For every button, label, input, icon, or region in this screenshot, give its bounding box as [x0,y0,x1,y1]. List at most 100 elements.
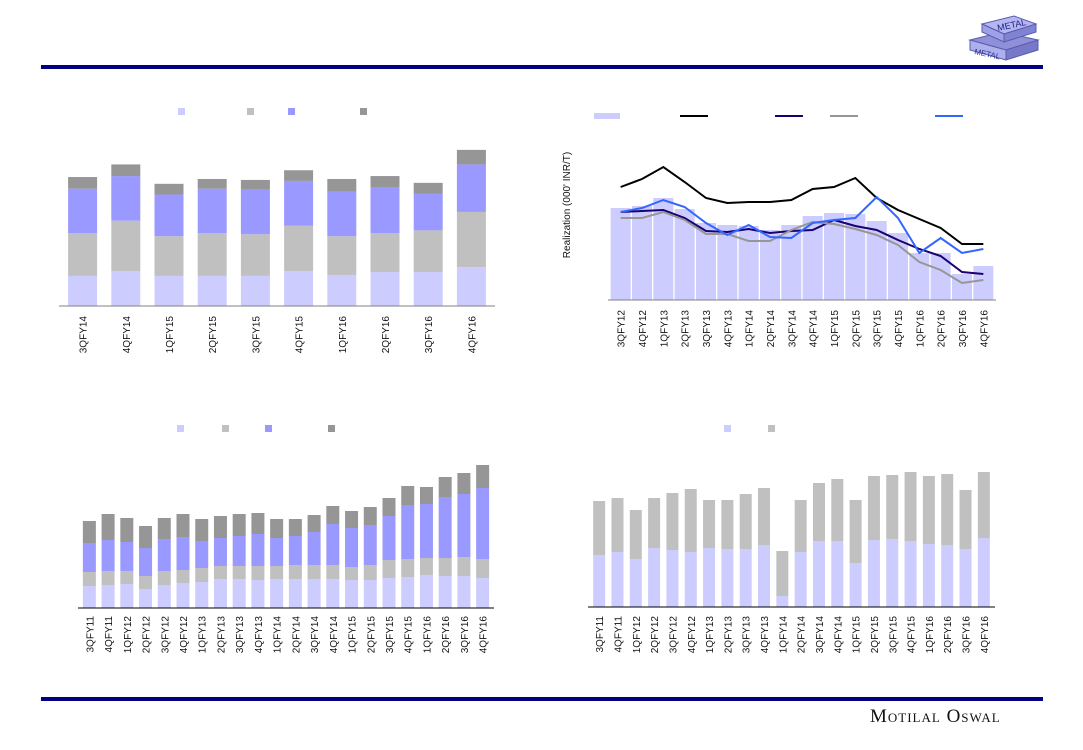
bar [632,206,652,300]
x-tick-label: 3QFY13 [235,616,246,654]
x-tick-label: 4QFY11 [613,616,624,653]
bar-segment [197,188,227,234]
bar-segment [327,274,357,306]
bar-segment [941,545,954,607]
bar-segment [284,225,314,272]
bar-segment [401,486,415,505]
bar-segment [363,580,377,608]
x-tick-label: 4QFY16 [479,616,490,654]
x-tick-label: 3QFY15 [873,310,884,348]
bar-segment [232,566,246,579]
x-tick-label: 1QFY16 [925,616,936,654]
x-tick-label: 2QFY12 [142,616,153,654]
x-tick-label: 4QFY15 [295,316,306,354]
bar-segment [812,541,825,607]
bar-segment [197,275,227,306]
bar-segment [120,584,134,608]
x-tick-label: 4QFY13 [723,310,734,348]
bar-segment [849,500,862,563]
bar-segment [197,233,227,276]
bar-segment [154,236,184,276]
bar-segment [307,565,321,579]
bar-segment [284,180,314,226]
metal-logo-icon: METAL METAL [968,15,1040,61]
x-tick-label: 1QFY14 [273,616,284,654]
x-tick-label: 1QFY15 [852,616,863,654]
x-tick-label: 2QFY16 [943,616,954,654]
x-tick-label: 1QFY15 [348,616,359,654]
bar-segment [401,505,415,559]
bar-segment [326,565,340,579]
brand-name: Motilal Oswal [870,706,1001,727]
bar [738,226,759,300]
bar-segment [611,498,624,552]
x-tick-label: 3QFY16 [460,616,471,654]
bar-segment [401,577,415,608]
bar-segment [176,570,190,583]
x-tick-label: 4QFY16 [467,316,478,354]
bar-segment [82,543,96,572]
bar-segment [345,511,359,528]
x-tick-label: 4QFY14 [809,310,820,348]
x-tick-label: 2QFY14 [797,616,808,654]
bar-segment [195,568,209,582]
x-tick-label: 3QFY14 [787,310,798,348]
x-tick-label: 3QFY14 [79,316,90,354]
x-tick-label: 1QFY13 [705,616,716,654]
bar-segment [288,565,302,579]
bar-segment [438,576,452,608]
bar-segment [886,539,899,607]
x-tick-label: 4QFY15 [404,616,415,654]
bar-segment [270,579,284,608]
bar-segment [648,498,661,548]
bar-segment [284,271,314,306]
bar-segment [703,500,716,548]
x-tick-label: 4QFY15 [907,616,918,654]
legend-swatch-2 [288,108,295,115]
bar [909,253,930,300]
bar [866,221,887,300]
x-tick-label: 4QFY12 [638,310,649,348]
x-tick-label: 1QFY13 [659,310,670,348]
bar-segment [111,176,141,221]
x-tick-label: 2QFY15 [208,316,219,354]
bar-segment [270,566,284,579]
bar-segment [213,579,227,608]
bar-segment [195,582,209,608]
bar-segment [288,579,302,608]
bar-segment [82,586,96,608]
bar-segment [251,580,265,608]
x-tick-label: 3QFY16 [962,616,973,654]
bar-segment [195,541,209,568]
bar-segment [867,540,880,607]
bar-segment [438,558,452,576]
x-tick-label: 2QFY12 [650,616,661,654]
x-tick-label: 2QFY15 [851,310,862,348]
x-tick-label: 2QFY14 [291,616,302,654]
x-tick-label: 1QFY12 [632,616,643,654]
bar-segment [629,559,642,607]
bar-segment [456,267,486,306]
bar-segment [327,178,357,192]
legend-swatch-3 [360,108,367,115]
bar-segment [120,518,134,542]
x-tick-label: 1QFY15 [165,316,176,354]
bar-segment [345,567,359,580]
bar-segment [307,579,321,608]
bar-segment [684,552,697,607]
bar-segment [370,233,400,273]
legend-swatch-bar [594,113,620,119]
bar-segment [794,552,807,607]
bar-segment [176,537,190,570]
x-tick-label: 3QFY12 [160,616,171,654]
x-tick-label: 4QFY13 [254,616,265,654]
bar-segment [195,519,209,541]
legend-swatch-2 [265,425,272,432]
bar-segment [154,194,184,237]
bar-segment [240,234,270,276]
bar-segment [413,230,443,273]
bar-segment [154,183,184,195]
x-tick-label: 1QFY16 [422,616,433,654]
bar-segment [101,571,115,585]
bar-segment [270,519,284,538]
